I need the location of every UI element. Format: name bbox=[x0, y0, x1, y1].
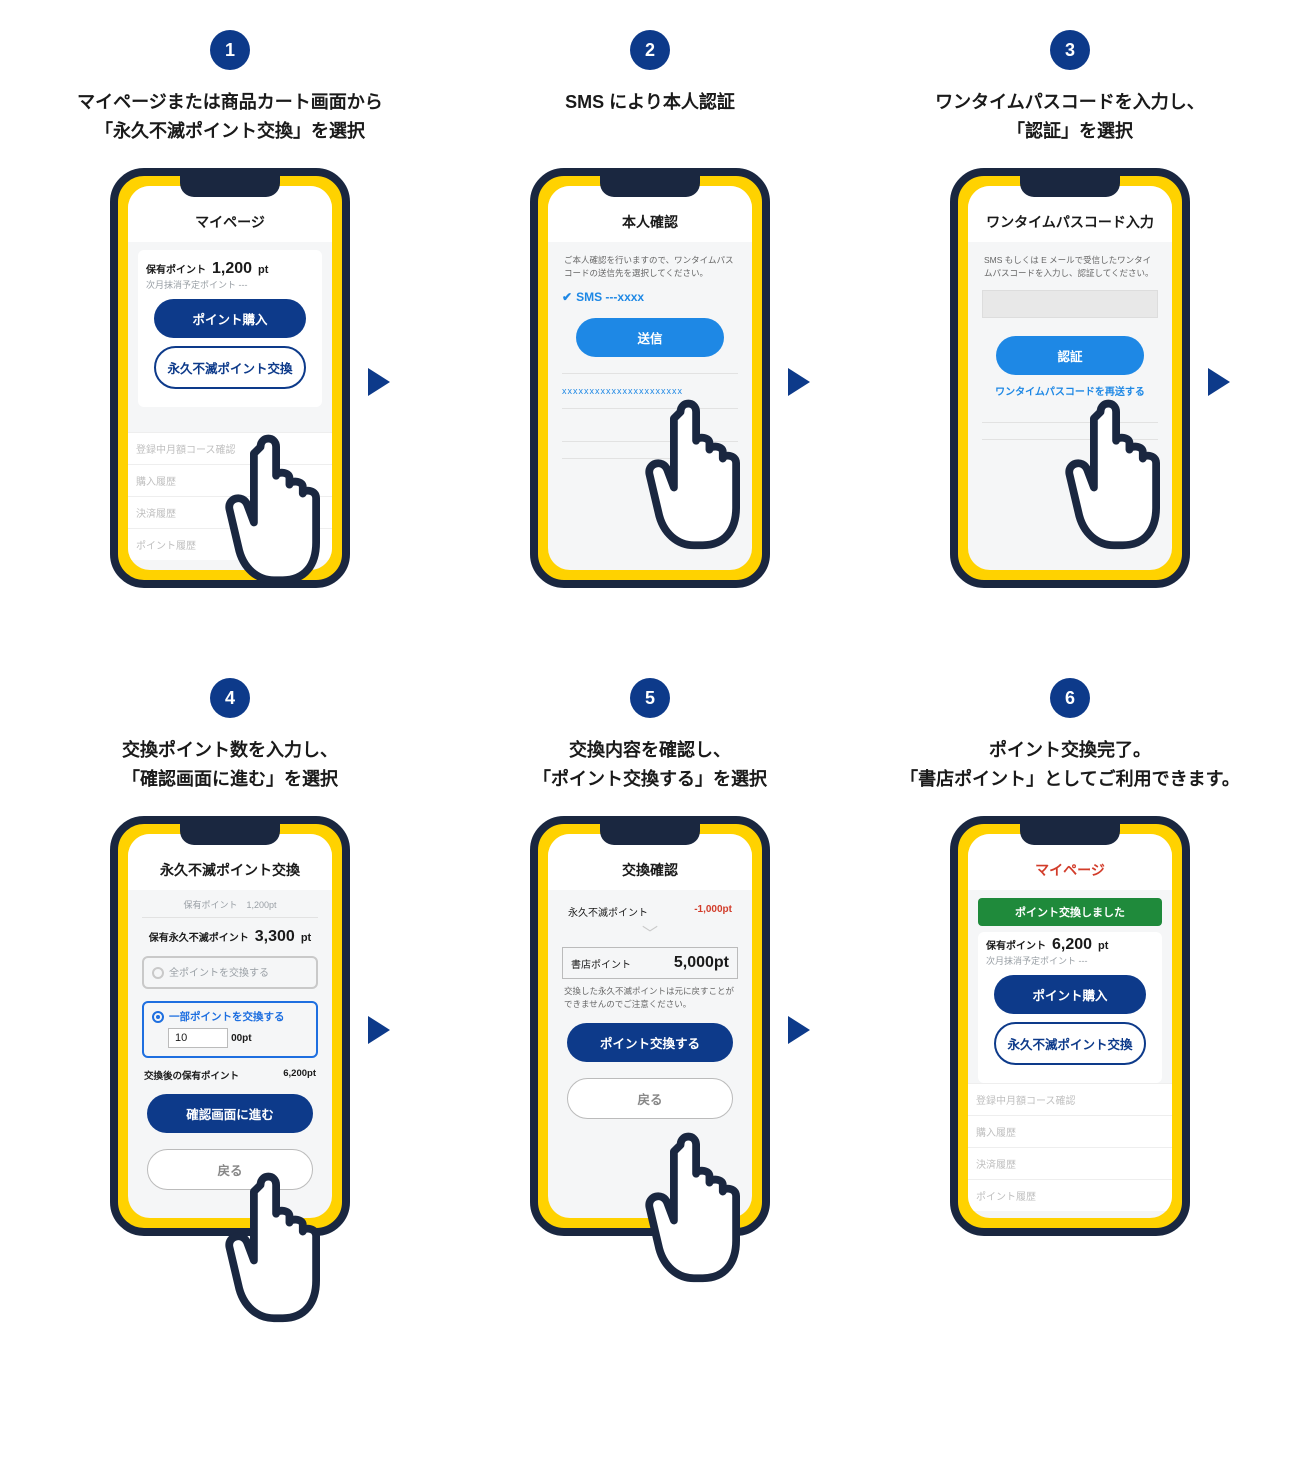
menu-row[interactable]: 購入履歴 bbox=[128, 464, 332, 496]
back-button[interactable]: 戻る bbox=[147, 1149, 313, 1190]
send-button[interactable]: 送信 bbox=[576, 318, 723, 357]
menu-row[interactable]: 決済履歴 bbox=[968, 1147, 1172, 1179]
step-badge: 2 bbox=[630, 30, 670, 70]
phone-mockup: 本人確認 ご本人確認を行いますので、ワンタイムパスコードの送信先を選択してくださ… bbox=[530, 168, 770, 588]
resend-link[interactable]: ワンタイムパスコードを再送する bbox=[978, 383, 1162, 398]
arrow-right-icon bbox=[1208, 368, 1230, 396]
menu-row[interactable]: 登録中月額コース確認 bbox=[968, 1083, 1172, 1115]
exchange-button[interactable]: 永久不滅ポイント交換 bbox=[154, 346, 305, 389]
step-caption: ポイント交換完了。「書店ポイント」としてご利用できます。 bbox=[900, 736, 1240, 798]
buy-points-button[interactable]: ポイント購入 bbox=[994, 975, 1145, 1014]
points-label: 保有ポイント bbox=[986, 937, 1046, 952]
arrow-right-icon bbox=[788, 368, 810, 396]
points-sub: 次月抹消予定ポイント --- bbox=[986, 954, 1154, 967]
success-banner: ポイント交換しました bbox=[978, 898, 1162, 926]
confirm-note: 交換した永久不滅ポイントは元に戻すことができませんのでご注意ください。 bbox=[558, 981, 742, 1015]
held-row: 保有ポイント 1,200pt bbox=[138, 898, 322, 911]
step-5: 5 交換内容を確認し、「ポイント交換する」を選択 交換確認 永久不滅ポイント -… bbox=[460, 678, 840, 1236]
menu-row[interactable]: 購入履歴 bbox=[968, 1115, 1172, 1147]
radio-all[interactable]: 全ポイントを交換する bbox=[142, 956, 318, 989]
menu-row[interactable]: 登録中月額コース確認 bbox=[128, 432, 332, 464]
points-value: 1,200 bbox=[212, 260, 252, 278]
confirm-button[interactable]: 確認画面に進む bbox=[147, 1094, 313, 1133]
step-caption: 交換ポイント数を入力し、「確認画面に進む」を選択 bbox=[122, 736, 338, 798]
menu-row[interactable]: 決済履歴 bbox=[128, 496, 332, 528]
perm-label: 保有永久不滅ポイント bbox=[149, 929, 249, 944]
otp-desc: SMS もしくは E メールで受信したワンタイムパスコードを入力し、認証してくだ… bbox=[978, 250, 1162, 284]
exchange-button[interactable]: ポイント交換する bbox=[567, 1023, 733, 1062]
phone-mockup: 交換確認 永久不滅ポイント -1,000pt ﹀ 書店ポイント 5,000pt … bbox=[530, 816, 770, 1236]
points-value: 6,200 bbox=[1052, 936, 1092, 954]
step-badge: 1 bbox=[210, 30, 250, 70]
step-caption: マイページまたは商品カート画面から「永久不滅ポイント交換」を選択 bbox=[77, 88, 383, 150]
phone-notch bbox=[180, 175, 280, 197]
phone-screen: 交換確認 永久不滅ポイント -1,000pt ﹀ 書店ポイント 5,000pt … bbox=[548, 834, 752, 1218]
chevron-down-icon: ﹀ bbox=[558, 927, 742, 943]
phone-screen: 永久不滅ポイント交換 保有ポイント 1,200pt 保有永久不滅ポイント 3,3… bbox=[128, 834, 332, 1218]
perm-value: 3,300 bbox=[255, 928, 295, 946]
phone-mockup: マイページ 保有ポイント 1,200pt 次月抹消予定ポイント --- ポイント… bbox=[110, 168, 350, 588]
auth-button[interactable]: 認証 bbox=[996, 336, 1143, 375]
phone-notch bbox=[180, 823, 280, 845]
phone-mockup: ワンタイムパスコード入力 SMS もしくは E メールで受信したワンタイムパスコ… bbox=[950, 168, 1190, 588]
menu-row[interactable]: ポイント履歴 bbox=[128, 528, 332, 560]
phone-screen: ワンタイムパスコード入力 SMS もしくは E メールで受信したワンタイムパスコ… bbox=[968, 186, 1172, 570]
step-6: 6 ポイント交換完了。「書店ポイント」としてご利用できます。 マイページ ポイン… bbox=[880, 678, 1260, 1236]
points-sub: 次月抹消予定ポイント --- bbox=[146, 278, 314, 291]
sms-option[interactable]: ✔SMS ---xxxx bbox=[558, 284, 742, 310]
phone-notch bbox=[600, 823, 700, 845]
menu-row[interactable]: ポイント履歴 bbox=[968, 1179, 1172, 1211]
perm-label: 永久不滅ポイント bbox=[568, 904, 648, 919]
phone-screen: 本人確認 ご本人確認を行いますので、ワンタイムパスコードの送信先を選択してくださ… bbox=[548, 186, 752, 570]
phone-notch bbox=[600, 175, 700, 197]
phone-screen: マイページ ポイント交換しました 保有ポイント 6,200pt 次月抹消予定ポイ… bbox=[968, 834, 1172, 1218]
radio-partial[interactable]: 一部ポイントを交換する 10 00pt bbox=[142, 1001, 318, 1058]
arrow-right-icon bbox=[368, 368, 390, 396]
after-value: 6,200pt bbox=[283, 1068, 316, 1082]
buy-points-button[interactable]: ポイント購入 bbox=[154, 299, 305, 338]
phone-mockup: 永久不滅ポイント交換 保有ポイント 1,200pt 保有永久不滅ポイント 3,3… bbox=[110, 816, 350, 1236]
perm-value: -1,000pt bbox=[694, 904, 732, 919]
step-1: 1 マイページまたは商品カート画面から「永久不滅ポイント交換」を選択 マイページ… bbox=[40, 30, 420, 588]
arrow-right-icon bbox=[788, 1016, 810, 1044]
otp-input[interactable] bbox=[982, 290, 1158, 318]
verify-desc: ご本人確認を行いますので、ワンタイムパスコードの送信先を選択してください。 bbox=[558, 250, 742, 284]
after-label: 交換後の保有ポイント bbox=[144, 1068, 239, 1082]
store-points-box: 書店ポイント 5,000pt bbox=[562, 947, 738, 979]
step-badge: 3 bbox=[1050, 30, 1090, 70]
step-caption: SMS により本人認証 bbox=[565, 88, 735, 150]
step-4: 4 交換ポイント数を入力し、「確認画面に進む」を選択 永久不滅ポイント交換 保有… bbox=[40, 678, 420, 1236]
step-3: 3 ワンタイムパスコードを入力し、「認証」を選択 ワンタイムパスコード入力 SM… bbox=[880, 30, 1260, 588]
arrow-right-icon bbox=[368, 1016, 390, 1044]
step-badge: 4 bbox=[210, 678, 250, 718]
step-caption: 交換内容を確認し、「ポイント交換する」を選択 bbox=[533, 736, 767, 798]
step-2: 2 SMS により本人認証 本人確認 ご本人確認を行いますので、ワンタイムパスコ… bbox=[460, 30, 840, 588]
phone-mockup: マイページ ポイント交換しました 保有ポイント 6,200pt 次月抹消予定ポイ… bbox=[950, 816, 1190, 1236]
step-badge: 5 bbox=[630, 678, 670, 718]
back-button[interactable]: 戻る bbox=[567, 1078, 733, 1119]
step-badge: 6 bbox=[1050, 678, 1090, 718]
step-caption: ワンタイムパスコードを入力し、「認証」を選択 bbox=[935, 88, 1205, 150]
phone-notch bbox=[1020, 175, 1120, 197]
exchange-button[interactable]: 永久不滅ポイント交換 bbox=[994, 1022, 1145, 1065]
partial-input[interactable]: 10 bbox=[168, 1028, 228, 1048]
phone-notch bbox=[1020, 823, 1120, 845]
masked-text: xxxxxxxxxxxxxxxxxxxxxx bbox=[558, 382, 742, 400]
phone-screen: マイページ 保有ポイント 1,200pt 次月抹消予定ポイント --- ポイント… bbox=[128, 186, 332, 570]
points-label: 保有ポイント bbox=[146, 261, 206, 276]
